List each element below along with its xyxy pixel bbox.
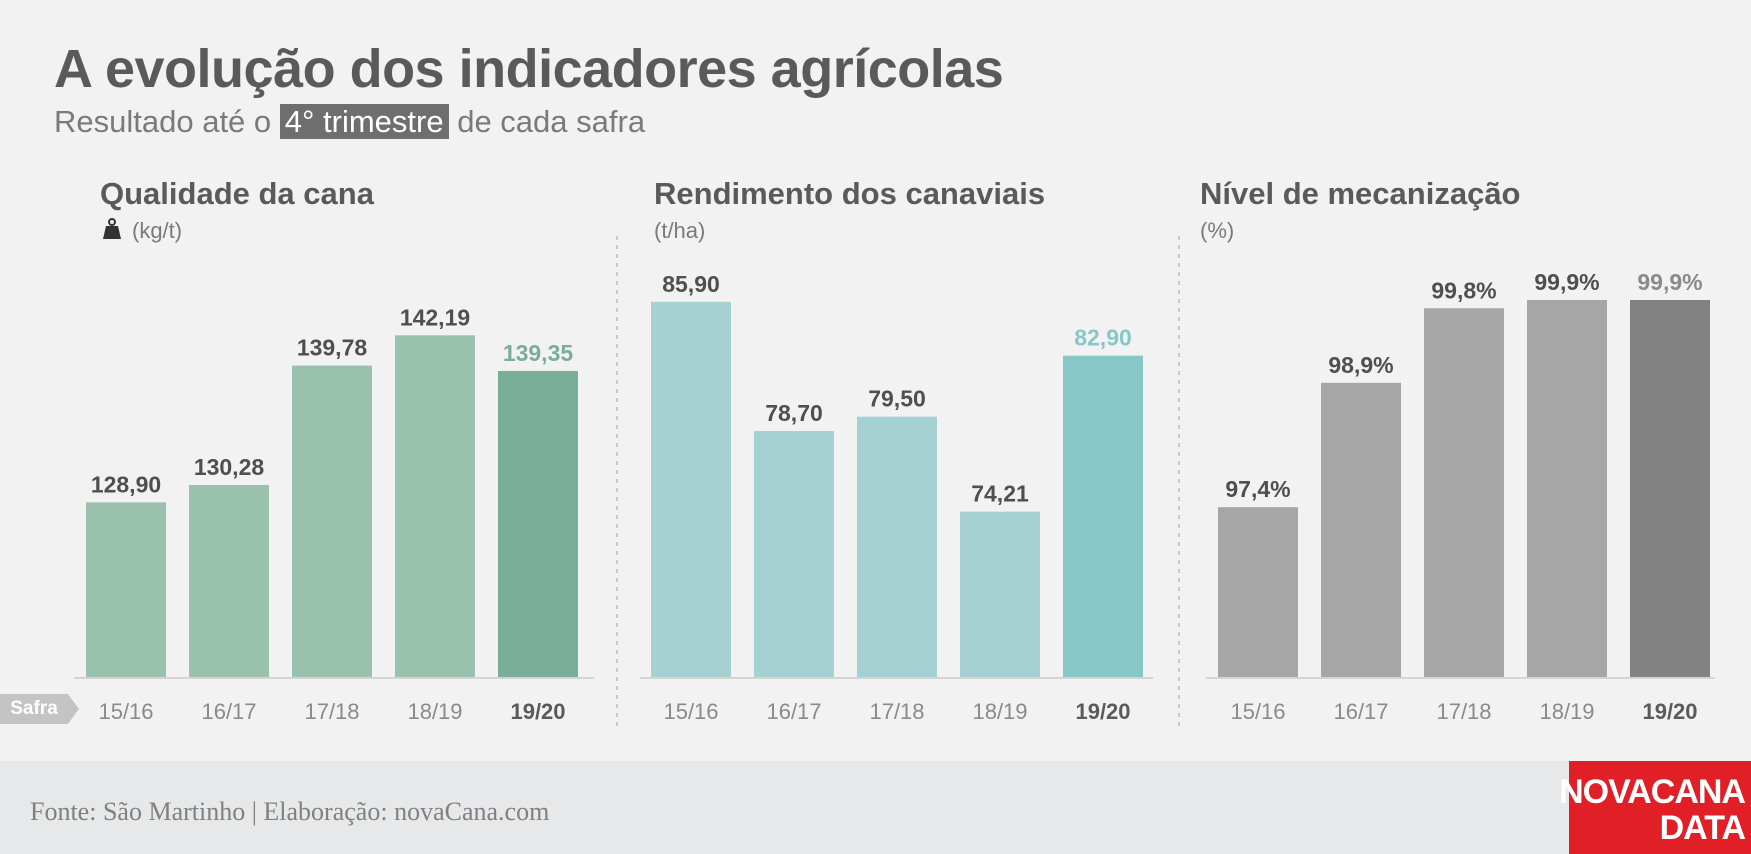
x-tick-label: 18/19 [1539, 699, 1594, 724]
weight-icon [103, 218, 121, 239]
bar-value-label: 78,70 [765, 400, 823, 426]
x-tick-label: 16/17 [201, 699, 256, 724]
bar [189, 484, 269, 677]
novacana-data-logo: NOVACANA DATA [1559, 761, 1751, 854]
bar-value-label: 97,4% [1225, 476, 1290, 502]
x-tick-label: 15/16 [663, 699, 718, 724]
x-tick-label: 15/16 [98, 699, 153, 724]
bar [754, 431, 834, 677]
bar [857, 416, 937, 677]
bar-value-label: 82,90 [1074, 325, 1132, 351]
footer-bar [0, 761, 1751, 854]
chart-title-mecanizacao: Nível de mecanização [1200, 176, 1521, 211]
footer-source: Fonte: São Martinho | Elaboração: novaCa… [30, 797, 550, 826]
bar [1063, 355, 1143, 677]
logo-line-2: DATA [1659, 809, 1746, 847]
bar-value-label: 85,90 [662, 271, 720, 297]
subtitle-text-before: Resultado até o [54, 104, 280, 139]
safra-axis-label: Safra [10, 698, 58, 719]
bar [651, 301, 731, 677]
bar-value-label: 98,9% [1328, 352, 1393, 378]
page-title: A evolução dos indicadores agrícolas [54, 39, 1004, 99]
bar [86, 502, 166, 677]
bar [292, 365, 372, 677]
bar-value-label: 128,90 [91, 471, 161, 497]
page-subtitle: Resultado até o 4° trimestre de cada saf… [54, 104, 645, 140]
bar-value-label: 79,50 [868, 386, 926, 412]
x-tick-label: 17/18 [304, 699, 359, 724]
logo-line-1: NOVACANA [1559, 773, 1746, 811]
bar-value-label: 99,9% [1637, 269, 1702, 295]
x-tick-label: 18/19 [972, 699, 1027, 724]
bar-value-label: 74,21 [971, 481, 1029, 507]
bar [960, 511, 1040, 677]
x-tick-label: 17/18 [869, 699, 924, 724]
chart-unit-mecanizacao: (%) [1200, 218, 1235, 243]
bar-value-label: 130,28 [194, 454, 265, 480]
x-tick-label: 16/17 [766, 699, 821, 724]
x-tick-label: 18/19 [407, 699, 462, 724]
x-tick-label: 19/20 [1075, 699, 1130, 724]
bar [1321, 382, 1401, 677]
x-tick-label: 15/16 [1230, 699, 1285, 724]
bar-value-label: 139,35 [503, 340, 574, 366]
bar-value-label: 139,78 [297, 335, 368, 361]
safra-axis-tag [0, 694, 79, 724]
x-tick-label: 19/20 [510, 699, 565, 724]
chart-title-qualidade: Qualidade da cana [100, 176, 374, 211]
chart-unit-rendimento: (t/ha) [654, 218, 706, 243]
bar-value-label: 142,19 [400, 304, 470, 330]
subtitle-text-after: de cada safra [448, 104, 646, 139]
subtitle-highlight: 4° trimestre [279, 104, 449, 139]
bar [1218, 507, 1298, 677]
bar [1527, 300, 1607, 677]
bar-value-label: 99,8% [1431, 277, 1496, 303]
bar-value-label: 99,9% [1534, 269, 1599, 295]
bar [498, 371, 578, 677]
bar [395, 335, 475, 677]
chart-unit-qualidade: (kg/t) [132, 218, 183, 243]
chart-title-rendimento: Rendimento dos canaviais [654, 176, 1046, 211]
x-tick-label: 16/17 [1333, 699, 1388, 724]
charts-area: 128,90 15/16 130,28 16/17 139,78 17/18 142,19 1… [74, 236, 1715, 726]
bar [1424, 308, 1504, 677]
x-tick-label: 17/18 [1436, 699, 1491, 724]
x-tick-label: 19/20 [1642, 699, 1697, 724]
bar [1630, 300, 1710, 677]
